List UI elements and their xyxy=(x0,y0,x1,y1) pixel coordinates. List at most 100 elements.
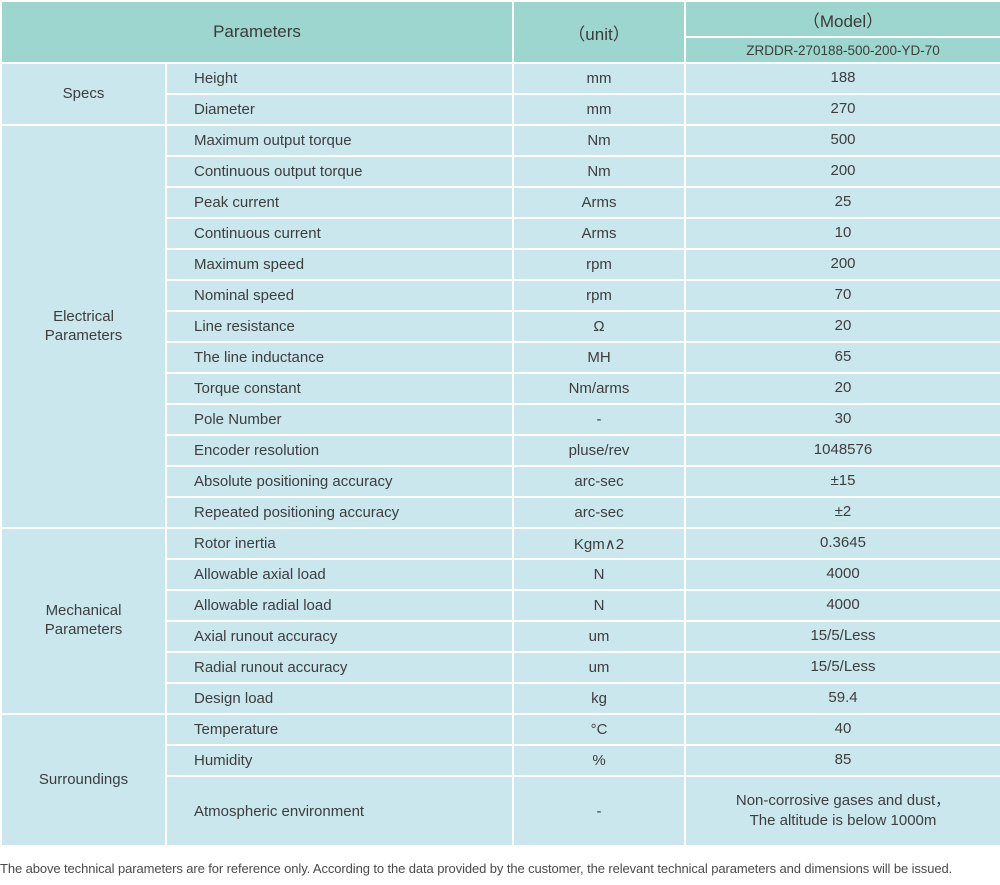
param-unit: rpm xyxy=(514,281,684,310)
table-row: Nominal speed rpm 70 xyxy=(2,281,1000,310)
table-row: Maximum speed rpm 200 xyxy=(2,250,1000,279)
param-name: Design load xyxy=(167,684,512,713)
param-value: 188 xyxy=(686,64,1000,93)
param-value: 85 xyxy=(686,746,1000,775)
param-unit: MH xyxy=(514,343,684,372)
param-unit: Nm xyxy=(514,157,684,186)
param-name: Continuous output torque xyxy=(167,157,512,186)
param-name: Encoder resolution xyxy=(167,436,512,465)
param-name: Line resistance xyxy=(167,312,512,341)
table-row: Absolute positioning accuracy arc-sec ±1… xyxy=(2,467,1000,496)
table-row: Peak current Arms 25 xyxy=(2,188,1000,217)
param-unit: Arms xyxy=(514,219,684,248)
param-value: 10 xyxy=(686,219,1000,248)
param-unit: - xyxy=(514,777,684,845)
param-value: 200 xyxy=(686,250,1000,279)
table-row: Encoder resolution pluse/rev 1048576 xyxy=(2,436,1000,465)
param-unit: arc-sec xyxy=(514,498,684,527)
param-value: 25 xyxy=(686,188,1000,217)
param-unit: pluse/rev xyxy=(514,436,684,465)
param-name: Pole Number xyxy=(167,405,512,434)
param-unit: mm xyxy=(514,64,684,93)
section-label-electrical: Electrical Parameters xyxy=(2,126,165,527)
param-value: 59.4 xyxy=(686,684,1000,713)
table-row: Torque constant Nm/arms 20 xyxy=(2,374,1000,403)
param-value: 1048576 xyxy=(686,436,1000,465)
table-row: Allowable axial load N 4000 xyxy=(2,560,1000,589)
param-name: Allowable axial load xyxy=(167,560,512,589)
section-label-specs: Specs xyxy=(2,64,165,124)
table-row: Axial runout accuracy um 15/5/Less xyxy=(2,622,1000,651)
table-row: Continuous current Arms 10 xyxy=(2,219,1000,248)
table-row: Surroundings Temperature °C 40 xyxy=(2,715,1000,845)
param-name: Absolute positioning accuracy xyxy=(167,467,512,496)
table-row: Design load kg 59.4 xyxy=(2,684,1000,713)
table-row: Repeated positioning accuracy arc-sec ±2 xyxy=(2,498,1000,527)
param-unit: °C xyxy=(514,715,684,744)
param-name: Humidity xyxy=(167,746,512,775)
param-value: 500 xyxy=(686,126,1000,155)
table-row: Humidity % 85 xyxy=(2,746,1000,775)
param-value: Non-corrosive gases and dust， The altitu… xyxy=(686,777,1000,845)
table-row: Atmospheric environment - Non-corrosive … xyxy=(2,777,1000,845)
param-unit: rpm xyxy=(514,250,684,279)
param-unit: kg xyxy=(514,684,684,713)
param-name: Rotor inertia xyxy=(167,529,512,558)
param-name: Radial runout accuracy xyxy=(167,653,512,682)
header-parameters: Parameters xyxy=(2,2,512,62)
param-unit: Arms xyxy=(514,188,684,217)
param-value: 70 xyxy=(686,281,1000,310)
section-label-surroundings: Surroundings xyxy=(2,715,165,845)
param-name: Temperature xyxy=(167,715,512,744)
table-row: Diameter mm 270 xyxy=(2,95,1000,124)
section-label-mechanical: Mechanical Parameters xyxy=(2,529,165,713)
param-value: 20 xyxy=(686,312,1000,341)
param-value: 0.3645 xyxy=(686,529,1000,558)
param-value: 65 xyxy=(686,343,1000,372)
param-value: 30 xyxy=(686,405,1000,434)
table-row: Electrical Parameters Maximum output tor… xyxy=(2,126,1000,527)
param-unit: Ω xyxy=(514,312,684,341)
param-value: 15/5/Less xyxy=(686,653,1000,682)
param-name: Torque constant xyxy=(167,374,512,403)
table-row: Mechanical Parameters Rotor inertia Kgm∧… xyxy=(2,529,1000,713)
param-unit: Nm/arms xyxy=(514,374,684,403)
table-row: Specs Height mm 188 xyxy=(2,64,1000,124)
header-model: （Model） xyxy=(686,2,1000,36)
param-unit: um xyxy=(514,622,684,651)
param-value: 270 xyxy=(686,95,1000,124)
param-unit: um xyxy=(514,653,684,682)
param-unit: Kgm∧2 xyxy=(514,529,684,558)
param-value: 200 xyxy=(686,157,1000,186)
param-value: 4000 xyxy=(686,560,1000,589)
table-row: Pole Number - 30 xyxy=(2,405,1000,434)
param-name: Height xyxy=(167,64,512,93)
param-value: ±15 xyxy=(686,467,1000,496)
param-unit: arc-sec xyxy=(514,467,684,496)
param-name: Maximum output torque xyxy=(167,126,512,155)
param-name: Repeated positioning accuracy xyxy=(167,498,512,527)
param-name: Atmospheric environment xyxy=(167,777,512,845)
param-name: Diameter xyxy=(167,95,512,124)
param-name: Maximum speed xyxy=(167,250,512,279)
header-unit: （unit） xyxy=(514,2,684,62)
table-row: Allowable radial load N 4000 xyxy=(2,591,1000,620)
param-unit: N xyxy=(514,560,684,589)
param-unit: Nm xyxy=(514,126,684,155)
param-name: Peak current xyxy=(167,188,512,217)
model-number: ZRDDR-270188-500-200-YD-70 xyxy=(686,38,1000,62)
param-unit: mm xyxy=(514,95,684,124)
param-unit: % xyxy=(514,746,684,775)
param-value: 15/5/Less xyxy=(686,622,1000,651)
table-row: The line inductance MH 65 xyxy=(2,343,1000,372)
param-value: 20 xyxy=(686,374,1000,403)
spec-table: Parameters （unit） （Model） ZRDDR-270188-5… xyxy=(2,2,1000,845)
param-value: 4000 xyxy=(686,591,1000,620)
param-value: 40 xyxy=(686,715,1000,744)
param-name: Continuous current xyxy=(167,219,512,248)
footer-disclaimer: The above technical parameters are for r… xyxy=(0,861,953,876)
param-name: Allowable radial load xyxy=(167,591,512,620)
param-name: The line inductance xyxy=(167,343,512,372)
param-value: ±2 xyxy=(686,498,1000,527)
param-name: Axial runout accuracy xyxy=(167,622,512,651)
